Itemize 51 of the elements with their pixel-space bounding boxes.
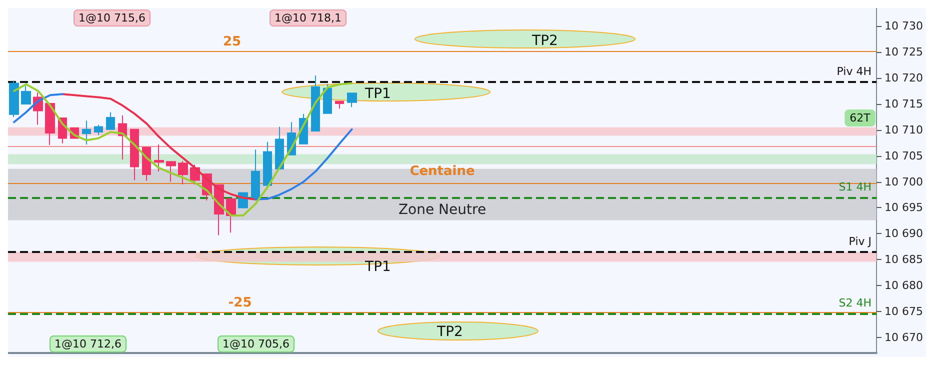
y-tick-label: 10 680 <box>884 279 924 292</box>
annotation: TP2 <box>531 33 558 49</box>
y-tick-label: 10 670 <box>884 330 924 344</box>
annotation: 1@10 712,6 <box>54 338 122 350</box>
candlestick <box>142 147 151 182</box>
candlestick <box>154 144 164 172</box>
annotation: 1@10 718,1 <box>274 12 342 24</box>
ref-line-label: Piv 4H <box>836 65 872 78</box>
candlestick <box>311 74 320 132</box>
annotation: TP2 <box>436 324 463 340</box>
ref-line-label: S2 4H <box>838 296 872 310</box>
candlestick <box>82 120 91 145</box>
y-tick-label: 10 715 <box>884 97 924 110</box>
ref-line-label: Centaine <box>410 164 475 179</box>
band-label: Zone Neutre <box>398 202 486 218</box>
ref-line-label: Piv J <box>848 234 872 248</box>
y-tick-label: 10 675 <box>884 304 924 318</box>
candlestick <box>130 128 139 181</box>
y-tick-label: 10 690 <box>884 227 924 240</box>
y-tick-label: 10 685 <box>884 253 924 266</box>
candlestick <box>275 126 284 170</box>
candlestick <box>347 92 357 108</box>
annotation: 1@10 715,6 <box>78 12 146 24</box>
candlestick <box>251 149 260 200</box>
ref-line-label: S1 4H <box>838 180 872 194</box>
candlestick <box>106 112 115 130</box>
line-series <box>13 82 353 217</box>
annotation: TP1 <box>364 259 391 275</box>
candlestick <box>178 160 188 185</box>
candlestick <box>226 198 236 234</box>
y-tick-label: 10 725 <box>884 46 924 59</box>
y-tick-label: 10 700 <box>884 175 924 188</box>
candlestick <box>166 161 176 182</box>
candlestick <box>21 85 31 104</box>
annotation: TP1 <box>364 86 391 102</box>
candlestick <box>94 124 103 136</box>
annotation: 1@10 705,6 <box>222 338 290 350</box>
line-series <box>61 93 256 200</box>
candlestick <box>263 141 272 186</box>
candlestick <box>45 102 55 146</box>
y-tick-label: 10 705 <box>884 149 924 162</box>
annotation: 62T <box>850 112 871 124</box>
y-tick-label: 10 710 <box>884 123 924 136</box>
annotation: 25 <box>222 34 242 50</box>
candlestick <box>323 84 332 114</box>
y-tick-label: 10 730 <box>884 20 924 33</box>
y-tick-label: 10 720 <box>884 72 924 85</box>
candlestick <box>335 100 344 110</box>
annotation: -25 <box>228 296 252 310</box>
y-tick-label: 10 695 <box>884 201 924 214</box>
candlestick <box>9 80 19 118</box>
